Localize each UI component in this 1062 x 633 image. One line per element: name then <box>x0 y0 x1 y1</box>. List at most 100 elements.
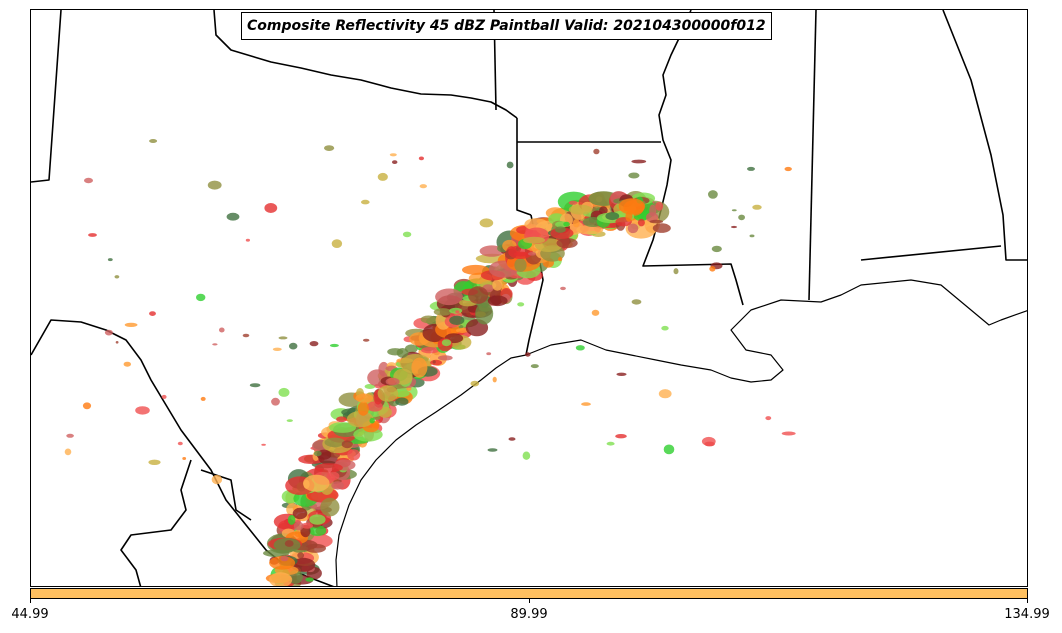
storm-blob <box>508 437 516 441</box>
storm-blob <box>527 252 537 256</box>
storm-blob <box>765 416 772 421</box>
storm-blob <box>329 343 339 348</box>
storm-blob <box>326 471 340 481</box>
storm-blob <box>658 389 672 399</box>
storm-blob <box>363 338 370 342</box>
ms-al-border <box>808 10 817 301</box>
map-title: Composite Reflectivity 45 dBZ Paintball … <box>241 12 772 40</box>
storm-blob <box>293 521 304 531</box>
storm-blob <box>523 236 546 244</box>
storm-blob <box>435 288 463 306</box>
storm-blob <box>64 448 72 456</box>
colorbar-tick <box>529 599 530 603</box>
storm-blob <box>269 556 296 570</box>
map-panel <box>30 9 1028 587</box>
storm-blob <box>628 172 640 179</box>
storm-blob <box>297 552 305 559</box>
storm-blob <box>449 315 465 325</box>
mississippi-river <box>642 10 744 306</box>
storm-blob <box>314 463 343 473</box>
storm-blob <box>115 341 119 344</box>
storm-blob <box>432 360 436 364</box>
storm-blob <box>404 344 418 354</box>
storm-blob <box>219 327 225 333</box>
storm-blob <box>402 231 412 238</box>
storm-blob <box>114 275 120 279</box>
storm-blob <box>287 514 296 525</box>
storm-blob <box>280 555 289 562</box>
al-fl-border <box>942 10 1027 261</box>
storm-blob <box>377 385 399 402</box>
storm-blob <box>593 148 600 155</box>
map-canvas <box>31 10 1027 586</box>
storm-blob <box>271 397 280 406</box>
storm-blob <box>752 204 762 210</box>
storm-blob <box>522 451 531 460</box>
storm-blob <box>731 209 737 212</box>
storm-blob <box>605 212 620 221</box>
storm-blob <box>272 347 282 351</box>
storm-blob <box>200 396 206 401</box>
storm-blob <box>364 384 376 389</box>
storm-blob <box>355 393 374 403</box>
storm-blob <box>627 223 639 234</box>
storm-blob <box>475 302 494 325</box>
storm-blob <box>649 219 664 224</box>
storm-blob <box>212 343 218 346</box>
storm-blob <box>303 474 330 492</box>
storm-blob <box>646 212 659 223</box>
storm-blob <box>631 299 642 305</box>
storm-blob <box>784 166 792 172</box>
storm-blob <box>701 436 716 446</box>
storm-blob <box>433 308 452 316</box>
storm-blob <box>82 402 92 410</box>
colorbar-tick-label: 89.99 <box>510 607 548 622</box>
storm-blob <box>479 218 494 228</box>
storm-blob <box>357 401 369 416</box>
storm-blob <box>421 347 440 354</box>
storm-blob <box>361 199 370 205</box>
storm-blob <box>581 402 591 406</box>
colorbar-tick <box>1027 599 1028 603</box>
gulf-coast <box>335 279 1027 586</box>
storm-blob <box>177 441 183 446</box>
state-borders <box>31 10 1027 586</box>
storm-blob <box>406 386 412 391</box>
storm-blob <box>249 383 261 388</box>
storm-blob <box>462 264 490 275</box>
storm-blob <box>396 348 409 358</box>
storm-blob <box>506 161 514 169</box>
storm-blob <box>261 443 266 446</box>
storm-blob <box>242 333 250 338</box>
colorbar-tick <box>30 599 31 603</box>
storm-blob <box>711 245 722 253</box>
storm-blob <box>625 211 633 222</box>
storm-blob <box>618 198 646 215</box>
storm-blob <box>226 212 240 221</box>
colorbar-tick-label: 44.99 <box>11 607 49 622</box>
storm-blob <box>124 322 138 327</box>
mexico-state-line <box>120 459 192 586</box>
storm-blob <box>411 357 428 378</box>
storm-blob <box>655 201 664 211</box>
storm-blob <box>395 397 409 406</box>
storm-blob <box>245 238 250 242</box>
storm-blob <box>264 203 278 213</box>
storm-blob <box>470 380 480 387</box>
storm-blob <box>149 311 156 316</box>
storm-blob <box>324 437 346 448</box>
storm-blob <box>468 286 489 304</box>
storm-blob <box>420 315 437 324</box>
storm-blob <box>66 433 74 438</box>
storm-blob <box>104 329 113 336</box>
storm-blob <box>196 293 206 302</box>
red-river-border <box>213 10 518 119</box>
storm-blob <box>419 184 427 189</box>
storm-blob <box>211 474 223 485</box>
storm-blob <box>389 153 397 157</box>
storm-blob <box>336 416 347 423</box>
storm-blob <box>320 497 340 517</box>
storm-blob <box>207 180 222 190</box>
storm-blob <box>392 160 398 165</box>
ar-west-border <box>516 118 532 216</box>
